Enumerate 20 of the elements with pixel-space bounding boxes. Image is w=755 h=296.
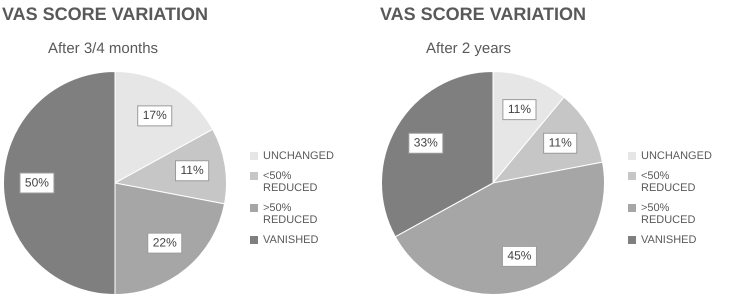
data-label: 33%	[414, 136, 438, 150]
legend-label: UNCHANGED	[263, 150, 334, 162]
data-label: 50%	[24, 175, 50, 190]
chart-title: VAS SCORE VARIATION	[380, 4, 586, 25]
legend-label: VANISHED	[641, 234, 696, 246]
legend-label: >50% REDUCED	[263, 202, 318, 226]
data-label: 11%	[548, 136, 572, 150]
legend-label: UNCHANGED	[641, 150, 712, 162]
data-label: 22%	[152, 235, 178, 250]
data-label: 17%	[142, 108, 168, 122]
chart-subtitle: After 2 years	[426, 40, 512, 57]
data-label: 11%	[508, 102, 532, 116]
legend-label: VANISHED	[263, 234, 318, 246]
legend-label: <50% REDUCED	[641, 170, 696, 194]
chart-subtitle: After 3/4 months	[48, 40, 158, 57]
chart-title: VAS SCORE VARIATION	[2, 4, 208, 25]
data-label: 45%	[507, 248, 532, 263]
legend-label: >50% REDUCED	[641, 202, 696, 226]
legend-label: <50% REDUCED	[263, 170, 318, 194]
data-label: 11%	[180, 163, 204, 178]
